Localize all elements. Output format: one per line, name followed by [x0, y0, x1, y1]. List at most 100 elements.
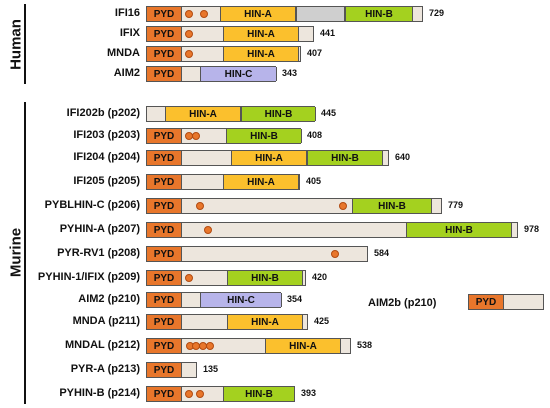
- hin-a-domain: HIN-A: [220, 7, 296, 21]
- pyd-domain: PYD: [147, 247, 182, 261]
- protein-name: AIM2 (p210): [78, 293, 140, 305]
- hin-b-domain: HIN-B: [345, 7, 413, 21]
- phosphosite-dot: [185, 30, 193, 38]
- protein-name: PYR-RV1 (p208): [57, 247, 140, 259]
- pyd-domain: PYD: [147, 7, 182, 21]
- murine-bracket-line: [24, 102, 26, 404]
- protein-length-label: 978: [524, 224, 540, 234]
- hin-b-domain: HIN-B: [352, 199, 432, 213]
- protein-bar: PYD HIN-C: [146, 292, 282, 308]
- protein-name: IFI16: [114, 7, 140, 19]
- hin-b-domain: HIN-B: [241, 107, 316, 121]
- hin-a-domain: HIN-A: [165, 107, 241, 121]
- protein-row-pyblhin-c-p206: PYBLHIN-C (p206) PYD HIN-B 779: [0, 196, 550, 218]
- protein-row-ifi203-p203: IFI203 (p203) PYD HIN-B 408: [0, 126, 550, 148]
- protein-length-label: 640: [395, 152, 411, 162]
- protein-row-ifix: IFIX PYD HIN-A 441: [0, 24, 550, 46]
- protein-name: IFI202b (p202): [66, 107, 140, 119]
- pyd-domain: PYD: [147, 129, 182, 143]
- protein-length-label: 393: [301, 388, 317, 398]
- protein-length-label: 405: [306, 176, 322, 186]
- human-bracket-line: [24, 4, 26, 84]
- protein-bar: PYD HIN-A HIN-B: [146, 6, 423, 22]
- protein-bar: PYD: [468, 294, 544, 310]
- protein-length-label: 135: [203, 364, 219, 374]
- hin-a-domain: HIN-A: [223, 175, 299, 189]
- hin-b-domain: HIN-B: [227, 271, 303, 285]
- protein-row-pyhin-1-ifix-p209: PYHIN-1/IFIX (p209) PYD HIN-B 420: [0, 268, 550, 290]
- hin-b-domain: HIN-B: [406, 223, 512, 237]
- protein-length-label: 445: [321, 108, 337, 118]
- protein-bar: PYD HIN-A HIN-B: [146, 150, 389, 166]
- protein-row-ifi16: IFI16 PYD HIN-A HIN-B 729: [0, 4, 550, 26]
- protein-row-mnda-p211: MNDA (p211) PYD HIN-A 425: [0, 312, 550, 334]
- protein-row-pyhin-a-p207: PYHIN-A (p207) PYD HIN-B 978: [0, 220, 550, 242]
- protein-name: MNDAL (p212): [65, 339, 140, 351]
- protein-row-aim2: AIM2 PYD HIN-C 343: [0, 64, 550, 86]
- protein-row-aim2-p210: AIM2 (p210) PYD HIN-C 354: [0, 290, 550, 312]
- hin-c-domain: HIN-C: [200, 67, 277, 81]
- phosphosite-dot: [196, 390, 204, 398]
- hin-b-domain: HIN-B: [226, 129, 302, 143]
- protein-bar: HIN-A HIN-B: [146, 106, 316, 122]
- hin-c-domain: HIN-C: [200, 293, 282, 307]
- pyd-domain: PYD: [147, 363, 182, 377]
- protein-name: IFI204 (p204): [73, 151, 140, 163]
- protein-name: AIM2: [113, 67, 140, 79]
- protein-bar: PYD HIN-A: [146, 174, 300, 190]
- protein-length-label: 779: [448, 200, 464, 210]
- phosphosite-dot: [185, 274, 193, 282]
- protein-bar: PYD HIN-B: [146, 198, 442, 214]
- phosphosite-dot: [339, 202, 347, 210]
- protein-row-pyr-rv1-p208: PYR-RV1 (p208) PYD 584: [0, 244, 550, 266]
- phosphosite-dot: [331, 250, 339, 258]
- hin-b-domain: HIN-B: [223, 387, 295, 401]
- protein-name: PYHIN-1/IFIX (p209): [37, 271, 140, 283]
- protein-bar: PYD HIN-B: [146, 222, 518, 238]
- hin-a-domain: HIN-A: [223, 47, 299, 61]
- protein-length-label: 343: [282, 68, 298, 78]
- protein-name: IFIX: [119, 27, 140, 39]
- protein-length-label: 407: [307, 48, 323, 58]
- protein-length-label: 584: [374, 248, 390, 258]
- protein-bar: PYD HIN-B: [146, 270, 306, 286]
- hin-b-domain: HIN-B: [307, 151, 383, 165]
- protein-bar: PYD HIN-A: [146, 314, 308, 330]
- protein-row-pyhin-b-p214: PYHIN-B (p214) PYD HIN-B 393: [0, 384, 550, 406]
- protein-bar: PYD HIN-B: [146, 386, 295, 402]
- protein-name: MNDA (p211): [72, 315, 140, 327]
- phosphosite-dot: [204, 226, 212, 234]
- protein-name: PYBLHIN-C (p206): [44, 199, 140, 211]
- protein-name: PYHIN-A (p207): [59, 223, 140, 235]
- hin-a-domain: HIN-A: [227, 315, 303, 329]
- phosphosite-dot: [206, 342, 214, 350]
- linker-domain: [296, 7, 345, 21]
- protein-row-pyr-a-p213: PYR-A (p213) PYD 135: [0, 360, 550, 382]
- pyd-domain: PYD: [147, 387, 182, 401]
- pyd-domain: PYD: [147, 271, 182, 285]
- pyd-domain: PYD: [147, 27, 182, 41]
- protein-length-label: 441: [320, 28, 336, 38]
- phosphosite-dot: [192, 132, 200, 140]
- protein-length-label: 354: [287, 294, 303, 304]
- protein-length-label: 408: [307, 130, 323, 140]
- protein-row-mndal-p212: MNDAL (p212) PYD HIN-A 538: [0, 336, 550, 358]
- protein-length-label: 420: [312, 272, 328, 282]
- protein-name: IFI205 (p205): [73, 175, 140, 187]
- pyd-domain: PYD: [147, 47, 182, 61]
- phosphosite-dot: [185, 390, 193, 398]
- hin-a-domain: HIN-A: [223, 27, 299, 41]
- protein-length-label: 538: [357, 340, 373, 350]
- protein-name: PYR-A (p213): [70, 363, 140, 375]
- protein-bar: PYD HIN-A: [146, 46, 301, 62]
- aim2b-label: AIM2b (p210): [368, 297, 437, 309]
- protein-row-ifi204-p204: IFI204 (p204) PYD HIN-A HIN-B 640: [0, 148, 550, 170]
- hin-a-domain: HIN-A: [265, 339, 341, 353]
- pyd-domain: PYD: [147, 293, 182, 307]
- protein-row-ifi202b-p202: IFI202b (p202) HIN-A HIN-B 445: [0, 104, 550, 126]
- protein-name: PYHIN-B (p214): [59, 387, 140, 399]
- phosphosite-dot: [200, 10, 208, 18]
- pyd-domain: PYD: [147, 199, 182, 213]
- pyd-domain: PYD: [147, 151, 182, 165]
- phosphosite-dot: [196, 202, 204, 210]
